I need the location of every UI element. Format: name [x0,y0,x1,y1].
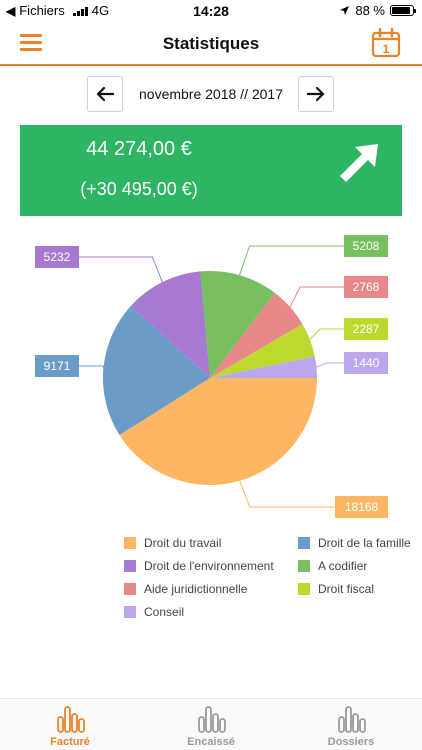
summary-panel: 44 274,00 € (+30 495,00 €) [20,125,402,216]
legend-item: Droit de la famille [298,536,411,550]
data-label: 9171 [44,359,71,373]
data-label: 2287 [353,322,380,336]
data-label-box [344,352,388,374]
nav-bar: Statistiques 1 [0,22,422,66]
leader-line [239,245,344,276]
legend-item: Conseil [124,605,184,619]
leader-line [79,256,163,283]
data-label: 1440 [353,356,380,370]
battery-icon [390,5,416,16]
bar-chart-icon [338,706,366,733]
arrow-left-icon [96,86,114,102]
tab-dossiers[interactable]: Dossiers [301,705,401,748]
legend-item: Droit fiscal [298,582,374,596]
data-label: 2768 [353,280,380,294]
legend-label: Conseil [144,605,185,619]
legend-item: Droit de l'environnement [124,559,274,573]
legend-item: Aide juridictionnelle [124,582,247,596]
bar-chart-icon [198,706,226,733]
pie-slices [103,271,317,485]
data-label: 18168 [345,500,379,514]
legend-swatch [124,606,136,618]
battery-percent: 88 % [355,3,385,18]
status-right: 88 % [339,3,416,18]
legend-item: A codifier [298,559,367,573]
legend-label: Droit fiscal [318,582,375,596]
tab-label: Encaissé [187,736,235,748]
bar-chart-icon [57,706,85,733]
legend-item: Droit du travail [124,536,221,550]
pie-slice[interactable] [130,271,210,378]
arrow-up-right-icon [340,144,378,182]
status-left: ◀ Fichiers 4G [6,3,109,18]
data-label-box [344,318,388,340]
legend-label: Droit de l'environnement [144,559,274,573]
leader-line [309,328,344,340]
legend-label: Droit de la famille [318,536,411,550]
delta-amount: (+30 495,00 €) [80,179,198,199]
data-label-box [344,276,388,298]
leader-line [289,286,344,308]
leader-line [79,365,104,369]
calendar-icon[interactable]: 1 [370,27,402,59]
pie-slice[interactable] [200,271,275,378]
signal-icon [72,6,88,16]
tab-label: Dossiers [327,736,375,748]
status-time: 14:28 [193,3,229,19]
back-chevron-icon[interactable]: ◀ [6,3,16,18]
legend-swatch [298,537,310,549]
legend-label: Aide juridictionnelle [144,582,248,596]
arrow-right-icon [307,86,325,102]
battery-level [392,7,410,14]
data-label-box [35,355,79,377]
pie-leaders [79,245,344,508]
status-bar: ◀ Fichiers 4G 14:28 88 % [0,0,422,22]
tab-encaisse[interactable]: Encaissé [161,705,261,748]
tab-label: Facturé [50,736,90,748]
tab-facture[interactable]: Facturé [20,705,120,748]
calendar-day-number: 1 [383,42,390,56]
tab-bar: Facturé Encaissé Dossiers [0,698,422,750]
pie-labels: 1440 2287 2768 5208 5232 9171 18168 [35,235,388,518]
next-period-button[interactable] [298,76,334,112]
data-label-box [344,235,388,257]
pie-slice[interactable] [119,378,317,485]
leader-line [239,480,335,508]
data-label: 5232 [44,250,71,264]
legend-swatch [298,583,310,595]
pie-slice[interactable] [103,305,210,436]
data-label-box [335,496,388,518]
legend-swatch [124,560,136,572]
pie-slice[interactable] [210,356,317,378]
legend-swatch [124,537,136,549]
hamburger-icon[interactable] [20,34,42,52]
period-label: novembre 2018 // 2017 [139,86,283,102]
legend-swatch [298,560,310,572]
data-label: 5208 [353,239,380,253]
network-label: 4G [91,3,110,18]
legend-swatch [124,583,136,595]
period-navigator: novembre 2018 // 2017 [0,76,422,114]
carrier-label[interactable]: Fichiers [19,3,65,18]
pie-slice[interactable] [210,292,303,378]
legend-label: Droit du travail [144,536,222,550]
legend-label: A codifier [318,559,368,573]
previous-period-button[interactable] [87,76,123,112]
location-icon [340,6,350,15]
leader-line [316,362,344,368]
data-label-box [35,246,79,268]
page-title: Statistiques [162,34,260,53]
pie-chart: 1440 2287 2768 5208 5232 9171 18168 [35,235,388,518]
total-amount: 44 274,00 € [86,138,192,160]
pie-slice[interactable] [210,324,315,378]
